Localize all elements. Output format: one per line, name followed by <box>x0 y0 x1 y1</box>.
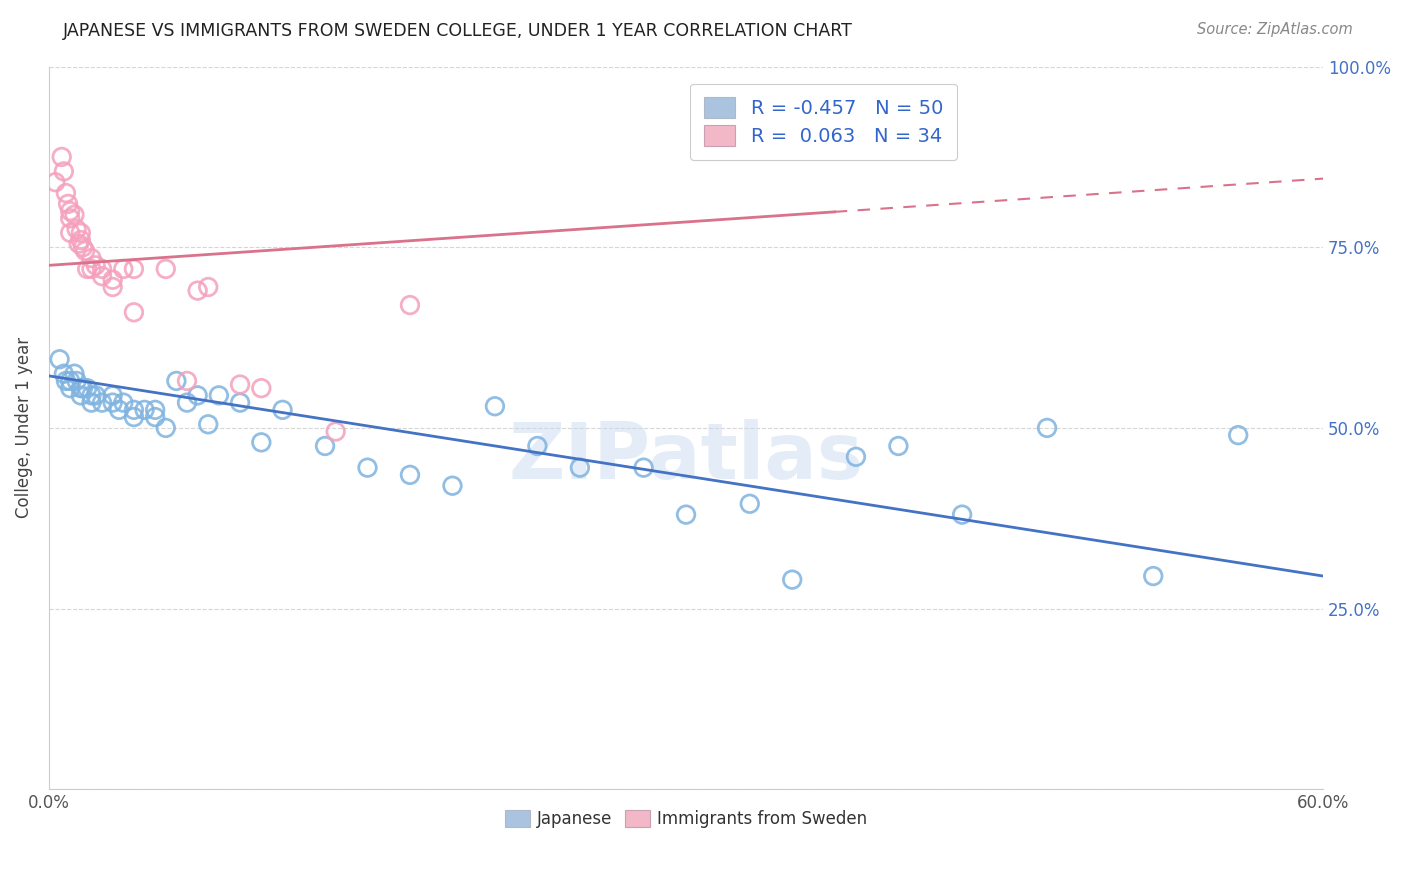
Point <box>101 273 124 287</box>
Point <box>101 388 124 402</box>
Point <box>229 395 252 409</box>
Point <box>91 269 114 284</box>
Point <box>1142 569 1164 583</box>
Point <box>155 421 177 435</box>
Point <box>63 367 86 381</box>
Point <box>1036 421 1059 435</box>
Point <box>526 439 548 453</box>
Point <box>84 258 107 272</box>
Point <box>568 460 591 475</box>
Point <box>69 388 91 402</box>
Point <box>84 388 107 402</box>
Point <box>250 381 273 395</box>
Point <box>187 284 209 298</box>
Point <box>72 240 94 254</box>
Point <box>134 402 156 417</box>
Point <box>80 388 103 402</box>
Point <box>55 374 77 388</box>
Point <box>633 460 655 475</box>
Point <box>101 395 124 409</box>
Point <box>250 435 273 450</box>
Point <box>72 381 94 395</box>
Y-axis label: College, Under 1 year: College, Under 1 year <box>15 337 32 518</box>
Point <box>108 402 131 417</box>
Point <box>887 439 910 453</box>
Point <box>91 395 114 409</box>
Point <box>176 374 198 388</box>
Point <box>484 399 506 413</box>
Point <box>122 261 145 276</box>
Point <box>314 439 336 453</box>
Point <box>399 298 422 312</box>
Point <box>197 280 219 294</box>
Point <box>1227 428 1250 442</box>
Point <box>780 573 803 587</box>
Point <box>229 377 252 392</box>
Point <box>48 352 70 367</box>
Point <box>56 197 79 211</box>
Point <box>59 211 82 226</box>
Point <box>75 244 97 258</box>
Point <box>325 425 347 439</box>
Point <box>738 497 761 511</box>
Text: JAPANESE VS IMMIGRANTS FROM SWEDEN COLLEGE, UNDER 1 YEAR CORRELATION CHART: JAPANESE VS IMMIGRANTS FROM SWEDEN COLLE… <box>63 22 853 40</box>
Point <box>122 410 145 425</box>
Point <box>55 186 77 200</box>
Point <box>187 388 209 402</box>
Point <box>59 381 82 395</box>
Point <box>52 367 75 381</box>
Point <box>59 226 82 240</box>
Point <box>155 261 177 276</box>
Point <box>69 226 91 240</box>
Point <box>197 417 219 432</box>
Point <box>845 450 868 464</box>
Point <box>91 261 114 276</box>
Point <box>112 395 135 409</box>
Point <box>208 388 231 402</box>
Point <box>356 460 378 475</box>
Point <box>76 261 98 276</box>
Point <box>51 150 73 164</box>
Point <box>80 395 103 409</box>
Point <box>271 402 294 417</box>
Text: Source: ZipAtlas.com: Source: ZipAtlas.com <box>1197 22 1353 37</box>
Point <box>63 208 86 222</box>
Point <box>675 508 697 522</box>
Text: ZIPatlas: ZIPatlas <box>509 419 863 495</box>
Legend: Japanese, Immigrants from Sweden: Japanese, Immigrants from Sweden <box>498 804 873 835</box>
Point <box>176 395 198 409</box>
Point <box>122 402 145 417</box>
Point <box>65 374 87 388</box>
Point <box>143 410 166 425</box>
Point <box>399 467 422 482</box>
Point <box>76 381 98 395</box>
Point <box>80 251 103 265</box>
Point <box>69 233 91 247</box>
Point <box>69 381 91 395</box>
Point <box>59 374 82 388</box>
Point <box>59 204 82 219</box>
Point <box>143 402 166 417</box>
Point <box>441 479 464 493</box>
Point <box>165 374 187 388</box>
Point <box>122 305 145 319</box>
Point <box>52 164 75 178</box>
Point <box>950 508 973 522</box>
Point <box>80 261 103 276</box>
Point <box>67 236 90 251</box>
Point <box>101 280 124 294</box>
Point <box>112 261 135 276</box>
Point <box>44 175 66 189</box>
Point <box>65 222 87 236</box>
